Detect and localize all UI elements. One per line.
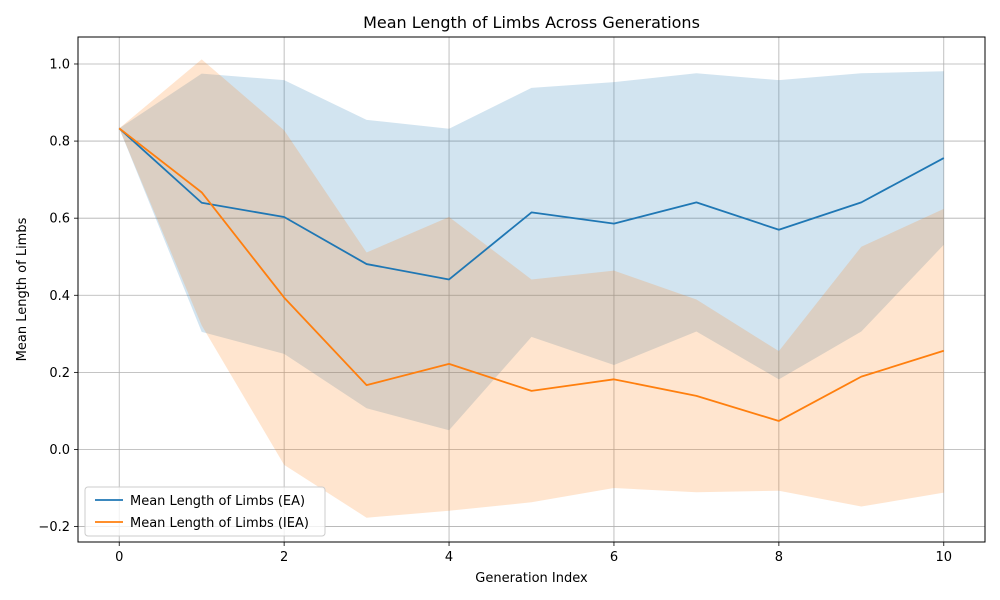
y-axis-label: Mean Length of Limbs <box>15 217 30 361</box>
series-lines <box>118 127 945 422</box>
chart-title: Mean Length of Limbs Across Generations <box>363 13 700 32</box>
y-tick-label: 1.0 <box>49 57 70 72</box>
x-tick-label: 4 <box>445 550 453 565</box>
y-tick-label: 0.2 <box>49 366 70 381</box>
x-tick-label: 10 <box>935 550 952 565</box>
x-tick-label: 6 <box>610 550 618 565</box>
y-tick-label: 0.6 <box>49 212 70 227</box>
x-tick-label: 2 <box>280 550 288 565</box>
legend-box <box>84 486 326 537</box>
plot-frame <box>77 36 986 543</box>
y-tick-label: 0.0 <box>49 443 70 458</box>
y-tick-label: 0.8 <box>49 135 70 150</box>
x-axis-label: Generation Index <box>475 571 588 586</box>
x-tick-label: 8 <box>775 550 783 565</box>
band-iea <box>119 59 944 518</box>
grid <box>78 37 985 542</box>
legend-label-ea: Mean Length of Limbs (EA) <box>130 494 305 509</box>
x-tick-label: 0 <box>115 550 123 565</box>
y-tick-label: −0.2 <box>38 520 70 535</box>
legend: Mean Length of Limbs (EA) Mean Length of… <box>84 486 326 537</box>
legend-label-iea: Mean Length of Limbs (IEA) <box>130 516 309 531</box>
y-tick-label: 0.4 <box>49 289 70 304</box>
axis-ticks: 0 2 4 6 8 10 −0.2 0.0 0.2 0.4 0.6 0.8 1.0 <box>38 57 952 565</box>
